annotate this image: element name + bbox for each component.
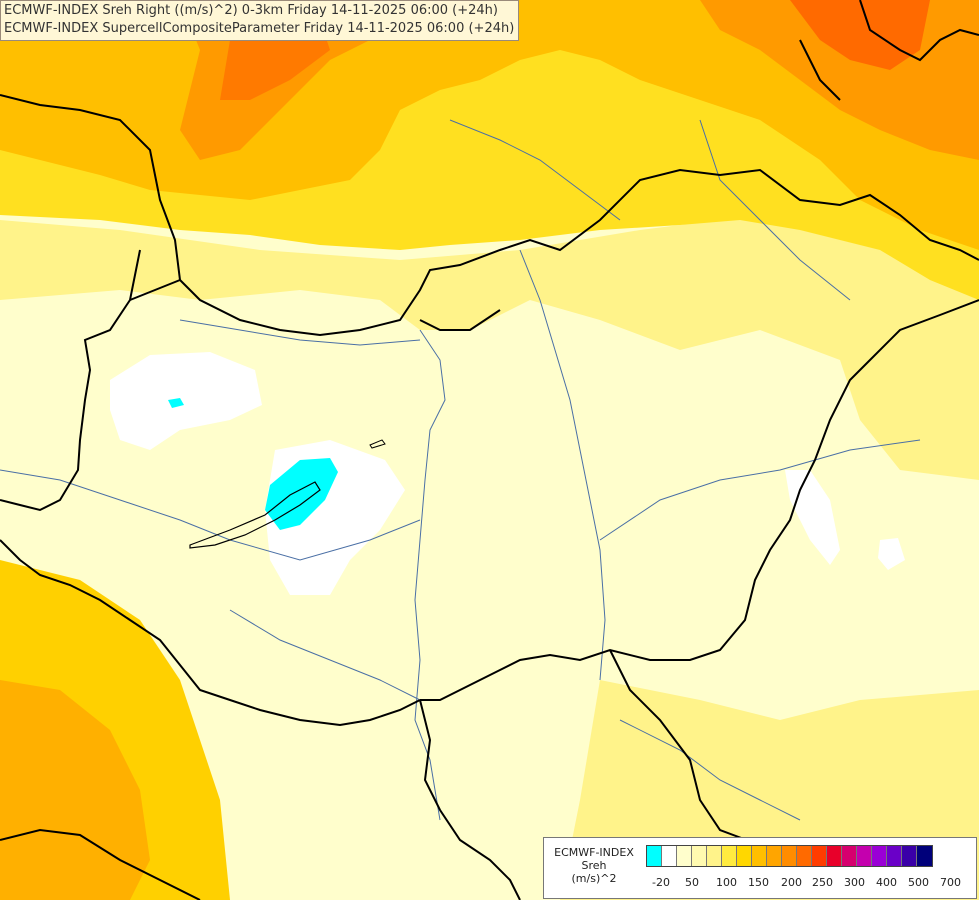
legend-tick-label: -20	[652, 876, 670, 889]
legend-ticks: -20 50 100 150 200 250 300 400 500 700	[644, 876, 972, 892]
field-white-east-small	[878, 538, 905, 570]
legend-swatch	[797, 846, 812, 866]
field-max-ne	[790, 0, 930, 70]
legend-swatch	[887, 846, 902, 866]
legend-tick-label: 300	[844, 876, 865, 889]
field-light-north	[0, 190, 979, 480]
legend-title-line-3: (m/s)^2	[571, 872, 617, 885]
lake-balaton	[189, 481, 321, 549]
legend-swatch	[902, 846, 917, 866]
legend-tick-label: 400	[876, 876, 897, 889]
field-white-west	[110, 352, 262, 450]
legend-swatch	[737, 846, 752, 866]
legend-swatch	[857, 846, 872, 866]
legend-tick-label: 250	[812, 876, 833, 889]
legend-swatch	[722, 846, 737, 866]
legend-tick-label: 100	[716, 876, 737, 889]
legend-swatch	[647, 846, 662, 866]
legend-swatch	[707, 846, 722, 866]
lake-small	[369, 439, 386, 449]
legend-swatch	[752, 846, 767, 866]
legend-tick-label: 500	[908, 876, 929, 889]
color-legend: ECMWF-INDEX Sreh (m/s)^2 -20 50 100 150 200 2…	[543, 837, 977, 899]
legend-tick-label: 700	[940, 876, 961, 889]
legend-title-line-2: Sreh	[581, 859, 607, 872]
legend-swatch	[677, 846, 692, 866]
legend-tick-label: 50	[685, 876, 699, 889]
legend-swatch	[842, 846, 857, 866]
legend-swatch	[872, 846, 887, 866]
field-cyan-center	[265, 458, 338, 530]
legend-swatch	[782, 846, 797, 866]
legend-swatch	[827, 846, 842, 866]
legend-swatch	[917, 846, 932, 866]
map-title-box: ECMWF-INDEX Sreh Right ((m/s)^2) 0-3km F…	[0, 0, 520, 41]
title-line-2: ECMWF-INDEX SupercellCompositeParameter …	[4, 21, 515, 36]
legend-title: ECMWF-INDEX Sreh (m/s)^2	[546, 846, 642, 885]
legend-swatch	[662, 846, 677, 866]
legend-tick-label: 200	[781, 876, 802, 889]
river-network	[0, 119, 921, 821]
field-cyan-small	[168, 398, 184, 408]
legend-swatches	[646, 845, 933, 867]
field-deep-sw	[0, 680, 150, 900]
legend-swatch	[812, 846, 827, 866]
legend-swatch	[692, 846, 707, 866]
legend-swatch	[767, 846, 782, 866]
legend-tick-label: 150	[748, 876, 769, 889]
title-line-1: ECMWF-INDEX Sreh Right ((m/s)^2) 0-3km F…	[4, 3, 498, 18]
legend-title-line-1: ECMWF-INDEX	[554, 846, 634, 859]
